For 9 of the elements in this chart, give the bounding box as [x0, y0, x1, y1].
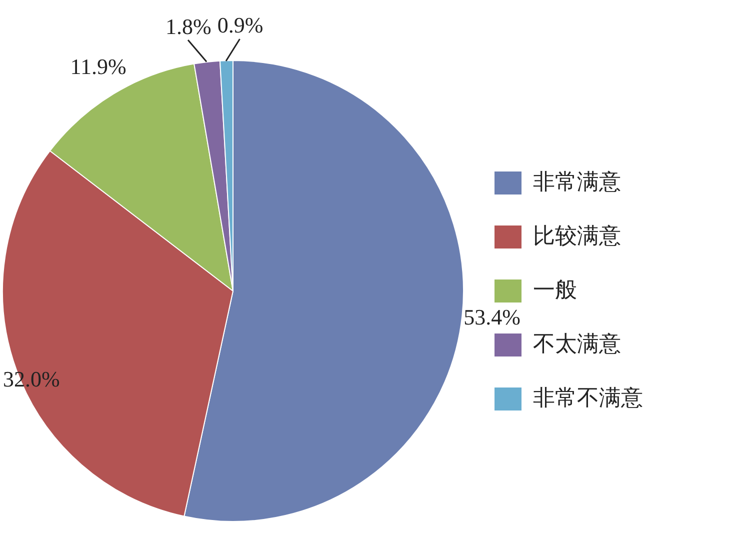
- legend-label: 非常不满意: [533, 384, 643, 410]
- data-label: 11.9%: [70, 54, 126, 79]
- data-label: 53.4%: [464, 304, 520, 330]
- data-label: 1.8%: [166, 14, 212, 39]
- legend-label: 一般: [533, 276, 577, 302]
- legend-label: 不太满意: [533, 330, 621, 356]
- legend-label: 比较满意: [533, 222, 621, 248]
- data-label: 0.9%: [217, 12, 264, 38]
- legend-label: 非常满意: [533, 168, 621, 194]
